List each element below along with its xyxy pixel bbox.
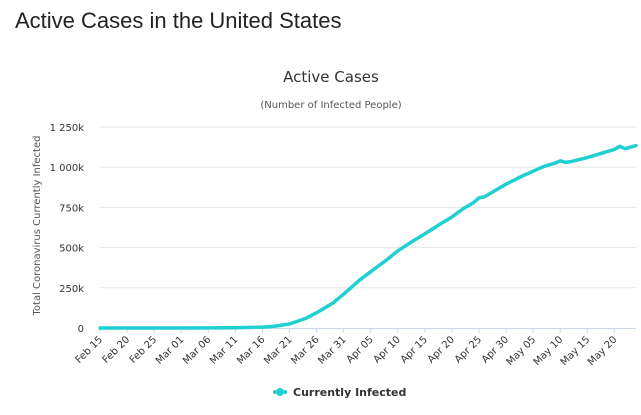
x-tick-label: Apr 25 (453, 334, 484, 365)
x-tick-label: Apr 05 (345, 334, 376, 365)
y-tick-label: 1 000k (50, 163, 85, 174)
legend-dot-marker (276, 388, 284, 396)
x-tick-label: Mar 21 (262, 334, 294, 366)
x-tick-label: Apr 20 (426, 334, 457, 365)
y-tick-label: 1 250k (50, 123, 85, 134)
chart-title: Active Cases (283, 68, 379, 86)
x-tick-label: Feb 15 (74, 334, 106, 366)
x-tick-label: Feb 25 (128, 334, 160, 366)
x-tick-label: Mar 31 (316, 334, 348, 366)
y-axis-label: Total Coronavirus Currently Infected (32, 136, 43, 317)
y-tick-label: 750k (59, 203, 84, 214)
x-tick-label: Mar 16 (235, 334, 267, 366)
x-tick-label: Mar 11 (208, 334, 240, 366)
series-line-currently-infected[interactable] (98, 143, 638, 330)
x-tick-label: Mar 01 (154, 334, 186, 366)
y-tick-label: 0 (78, 324, 84, 335)
y-tick-label: 500k (59, 244, 84, 255)
x-tick-label: Mar 06 (181, 334, 213, 366)
series-group (98, 143, 638, 330)
grid-lines (100, 126, 636, 289)
x-tick-label: Apr 10 (372, 334, 403, 365)
chart-subtitle: (Number of Infected People) (260, 100, 401, 111)
x-tick-label: May 20 (586, 334, 620, 368)
y-axis-ticks: 0 250k 500k 750k 1 000k 1 250k (50, 123, 85, 335)
x-tick-label: Feb 20 (101, 334, 133, 366)
legend-item-currently-infected[interactable]: Currently Infected (273, 386, 406, 399)
x-tick-label: Apr 15 (399, 334, 430, 365)
page-title: Active Cases in the United States (15, 8, 342, 33)
x-tick-label: Mar 26 (289, 334, 321, 366)
legend-label: Currently Infected (293, 386, 406, 399)
y-tick-label: 250k (59, 284, 84, 295)
